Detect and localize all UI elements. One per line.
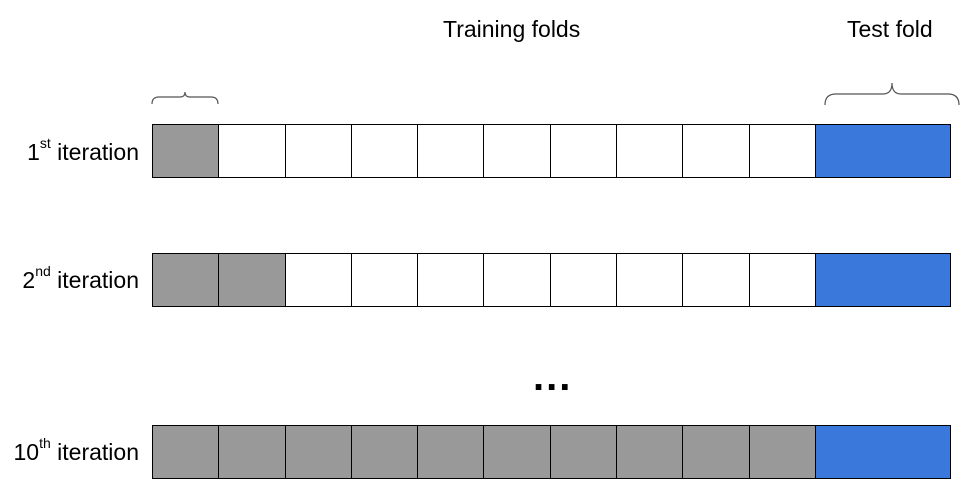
grey-fold-cell [417,425,485,479]
training-fold-cell [350,124,419,178]
training-fold-cell [417,124,485,178]
grey-fold-cell [483,425,551,479]
training-fold-cell [350,253,419,307]
grey-fold-cell [218,253,286,307]
training-fold-cell [284,253,352,307]
training-fold-cell [483,253,551,307]
training-fold-cell [682,124,750,178]
test-fold-cell [814,124,951,178]
fold-row-1 [152,124,951,178]
training-fold-cell [748,124,816,178]
training-fold-cell [549,124,618,178]
grey-fold-cell [152,124,220,178]
grey-fold-cell [549,425,618,479]
grey-fold-cell [682,425,750,479]
grey-fold-cell [152,425,220,479]
training-fold-cell [549,253,618,307]
training-fold-cell [218,124,286,178]
grey-fold-cell [284,425,352,479]
single-fold-brace [151,91,219,105]
grey-fold-cell [152,253,220,307]
training-fold-cell [284,124,352,178]
training-fold-cell [748,253,816,307]
test-fold-cell [814,253,951,307]
fold-row-10 [152,425,951,479]
training-fold-cell [616,253,684,307]
training-fold-cell [483,124,551,178]
grey-fold-cell [616,425,684,479]
training-fold-cell [616,124,684,178]
training-folds-heading: Training folds [443,16,581,42]
test-fold-brace [824,82,960,106]
row-label-10: 10th iteration [13,435,140,465]
grey-fold-cell [748,425,816,479]
ellipsis: ... [533,355,573,399]
row-label-2: 2nd iteration [22,263,139,293]
grey-fold-cell [350,425,419,479]
grey-fold-cell [218,425,286,479]
test-fold-heading: Test fold [847,16,933,42]
training-fold-cell [682,253,750,307]
training-fold-cell [417,253,485,307]
test-fold-cell [814,425,951,479]
fold-row-2 [152,253,951,307]
row-label-1: 1st iteration [27,135,139,165]
